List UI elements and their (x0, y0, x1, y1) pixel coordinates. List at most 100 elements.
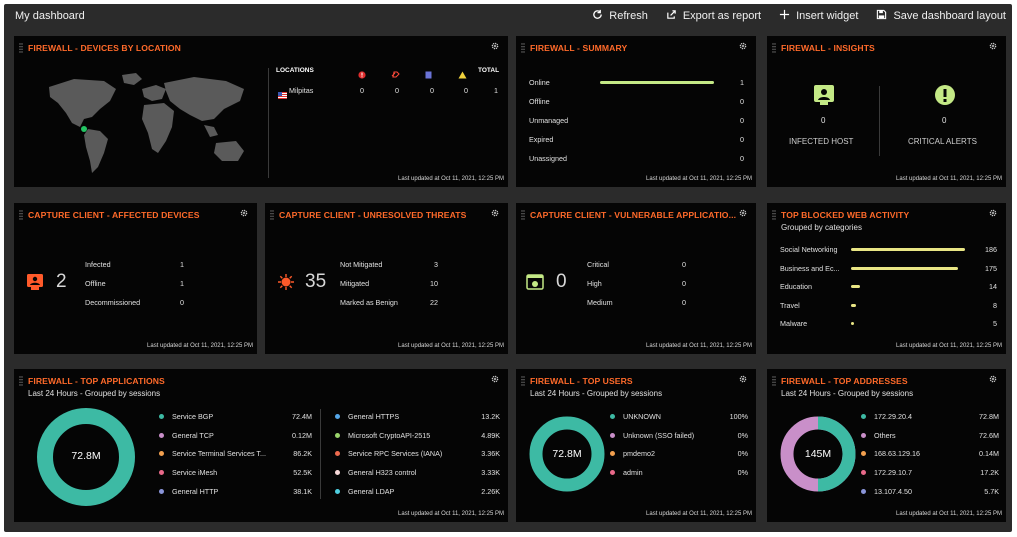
infected-host-label[interactable]: INFECTED HOST (789, 137, 854, 146)
gear-icon[interactable] (738, 208, 748, 218)
widget-firewall-summary: FIREWALL - SUMMARY Online 1 Offline 0 Unmana… (516, 36, 756, 187)
legend-label[interactable]: Service RPC Services (IANA) (348, 449, 443, 459)
legend-value: 4.89K (481, 430, 500, 440)
unresolved_threats-label[interactable]: Marked as Benign (340, 298, 398, 307)
summary-label[interactable]: Unassigned (529, 154, 567, 163)
drag-handle-icon[interactable] (521, 376, 525, 386)
vulnerable_apps-label[interactable]: Medium (587, 298, 613, 307)
widget-top-applications: FIREWALL - TOP APPLICATIONS Last 24 Hour… (14, 369, 508, 522)
drag-handle-icon[interactable] (772, 210, 776, 220)
critical-alerts-label[interactable]: CRITICAL ALERTS (908, 137, 977, 146)
insert-widget-button[interactable]: Insert widget (779, 9, 858, 23)
last-updated: Last updated at Oct 11, 2021, 12:25 PM (646, 511, 752, 517)
top-users-donut[interactable] (528, 415, 606, 493)
summary-label[interactable]: Expired (529, 135, 554, 144)
summary-label[interactable]: Online (529, 78, 550, 87)
refresh-label: Refresh (609, 10, 648, 22)
export-icon (666, 9, 677, 23)
legend-swatch (861, 451, 866, 457)
widget-subtitle: Last 24 Hours - Grouped by sessions (781, 389, 914, 398)
legend-label[interactable]: Service iMesh (172, 468, 218, 478)
gear-icon[interactable] (239, 208, 249, 218)
affected_devices-label[interactable]: Decommissioned (85, 298, 141, 307)
summary-label[interactable]: Offline (529, 97, 550, 106)
legend-swatch (159, 451, 164, 457)
legend-label[interactable]: Microsoft CryptoAPI-2515 (348, 430, 431, 440)
affected_devices-label[interactable]: Offline (85, 279, 106, 288)
location-name[interactable]: Milpitas (289, 86, 314, 95)
drag-handle-icon[interactable] (521, 43, 525, 53)
legend-label[interactable]: admin (623, 468, 643, 478)
web-category-label[interactable]: Travel (780, 300, 800, 310)
drag-handle-icon[interactable] (19, 210, 23, 220)
donut-center-value: 72.8M (552, 448, 582, 460)
widget-top-users: FIREWALL - TOP USERS Last 24 Hours - Gro… (516, 369, 756, 522)
legend-label[interactable]: General TCP (172, 430, 214, 440)
gear-icon[interactable] (738, 41, 748, 51)
legend-label[interactable]: General HTTPS (348, 412, 400, 421)
legend-label[interactable]: General HTTP (172, 486, 219, 496)
gear-icon[interactable] (490, 208, 500, 218)
refresh-button[interactable]: Refresh (592, 9, 648, 23)
legend-label[interactable]: 13.107.4.50 (874, 486, 912, 496)
summary-label[interactable]: Unmanaged (529, 116, 569, 125)
legend-label[interactable]: General LDAP (348, 486, 395, 496)
drag-handle-icon[interactable] (19, 376, 23, 386)
legend-label[interactable]: General H323 control (348, 468, 417, 478)
legend-label[interactable]: 168.63.129.16 (874, 449, 920, 459)
unresolved_threats-label[interactable]: Mitigated (340, 279, 370, 288)
legend-value: 86.2K (293, 449, 312, 459)
gear-icon[interactable] (490, 374, 500, 384)
drag-handle-icon[interactable] (772, 43, 776, 53)
save-layout-button[interactable]: Save dashboard layout (876, 9, 1006, 23)
vulnerable_apps-label[interactable]: Critical (587, 260, 609, 269)
gear-icon[interactable] (988, 208, 998, 218)
gear-icon[interactable] (988, 374, 998, 384)
unresolved_threats-label[interactable]: Not Mitigated (340, 260, 383, 269)
legend-label[interactable]: pmdemo2 (623, 449, 655, 459)
unresolved-threats-total: 35 (305, 271, 327, 292)
top-apps-donut[interactable] (34, 405, 138, 509)
top-addresses-donut[interactable] (779, 415, 857, 493)
drag-handle-icon[interactable] (19, 43, 23, 53)
gear-icon[interactable] (738, 374, 748, 384)
loc-total: 1 (494, 86, 498, 95)
last-updated: Last updated at Oct 11, 2021, 12:25 PM (398, 176, 504, 182)
vulnerable_apps-label[interactable]: High (587, 279, 602, 288)
unresolved_threats-value: 22 (430, 298, 438, 307)
drag-handle-icon[interactable] (772, 376, 776, 386)
donut-segment (37, 408, 135, 506)
loc-value-3: 0 (430, 86, 434, 95)
legend-value: 17.2K (980, 468, 999, 478)
legend-swatch (861, 470, 866, 476)
web-category-label[interactable]: Malware (780, 319, 808, 328)
legend-label[interactable]: Others (874, 430, 896, 440)
world-map[interactable] (44, 69, 256, 179)
gear-icon[interactable] (988, 41, 998, 51)
drag-handle-icon[interactable] (270, 210, 274, 220)
gear-icon[interactable] (490, 41, 500, 51)
export-report-button[interactable]: Export as report (666, 9, 761, 23)
legend-label[interactable]: 172.29.20.4 (874, 412, 912, 421)
legend-label[interactable]: Service Terminal Services T... (172, 449, 266, 459)
col-locations: LOCATIONS (276, 67, 314, 74)
page-title: My dashboard (15, 10, 85, 22)
unresolved_threats-value: 10 (430, 279, 438, 288)
legend-label[interactable]: UNKNOWN (623, 412, 661, 421)
vulnerable-apps-total: 0 (556, 271, 567, 292)
web-category-label[interactable]: Business and Ec... (780, 263, 840, 273)
web-category-value: 175 (985, 263, 997, 273)
dashboard-app: My dashboard Refresh Export as report In… (4, 4, 1012, 532)
affected_devices-value: 1 (180, 279, 184, 288)
legend-label[interactable]: 172.29.10.7 (874, 468, 912, 478)
legend-swatch (610, 451, 615, 457)
legend-label[interactable]: Unknown (SSO failed) (623, 430, 695, 440)
affected_devices-label[interactable]: Infected (85, 260, 111, 269)
widget-subtitle: Last 24 Hours - Grouped by sessions (530, 389, 663, 398)
web-category-label[interactable]: Social Networking (780, 245, 838, 254)
web-category-value: 14 (989, 282, 997, 291)
widget-title: FIREWALL - TOP APPLICATIONS (28, 376, 165, 386)
drag-handle-icon[interactable] (521, 210, 525, 220)
web-category-label[interactable]: Education (780, 282, 812, 291)
legend-label[interactable]: Service BGP (172, 412, 214, 421)
